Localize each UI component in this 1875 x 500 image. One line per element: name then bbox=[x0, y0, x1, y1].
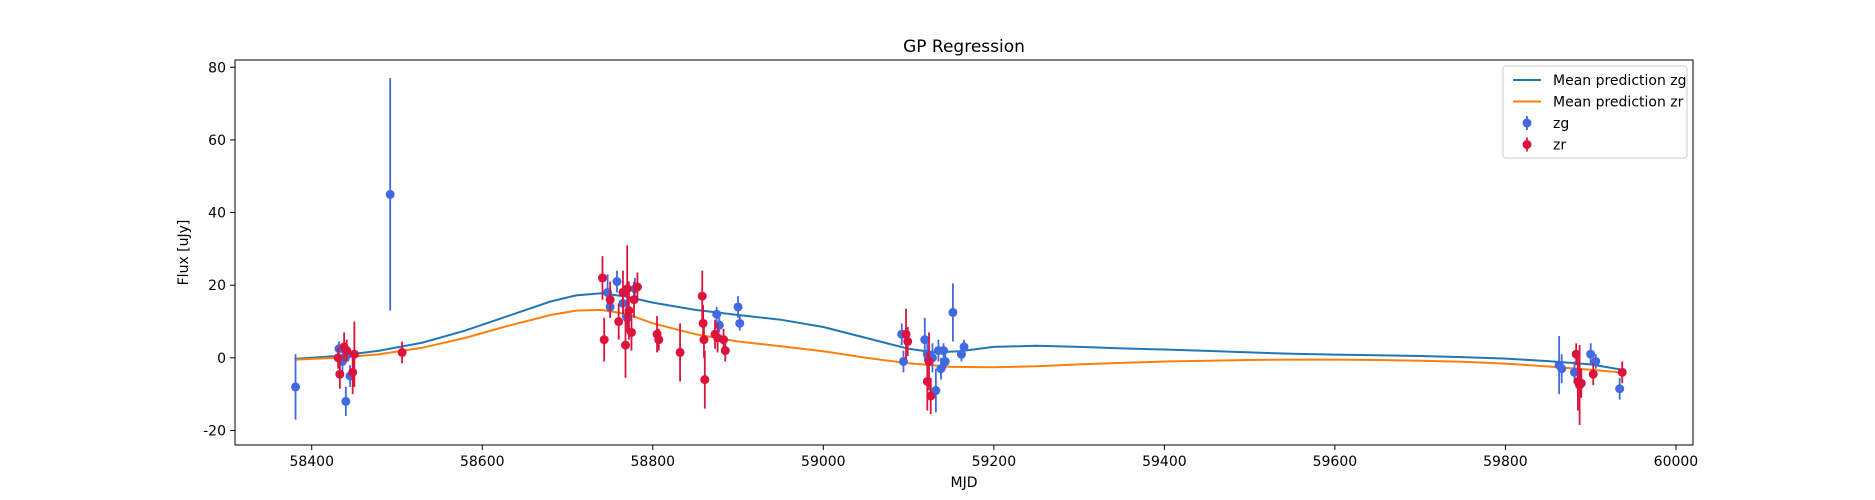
zg-point-14 bbox=[714, 320, 724, 330]
mean-prediction-line-zg bbox=[294, 292, 1621, 371]
zr-point-17 bbox=[632, 282, 642, 292]
zg-point-26 bbox=[940, 356, 950, 366]
zr-point-4 bbox=[348, 367, 358, 377]
zg-point-16 bbox=[735, 318, 745, 328]
legend-label-3: zr bbox=[1553, 138, 1566, 154]
x-tick-label-58400: 58400 bbox=[289, 454, 334, 470]
zg-point-29 bbox=[959, 342, 969, 352]
zr-point-33 bbox=[926, 391, 936, 401]
ticks-layer: 58400 58600 58800 59000 59200 59400 59600 59800… bbox=[203, 60, 1698, 470]
zr-point-1 bbox=[335, 369, 345, 379]
zg-point-15 bbox=[733, 302, 743, 312]
zr-point-5 bbox=[349, 349, 359, 359]
legend-key-2 bbox=[1522, 118, 1532, 128]
zg-point-32 bbox=[1569, 367, 1579, 377]
zr-point-23 bbox=[699, 335, 709, 345]
chart-title: GP Regression bbox=[903, 37, 1025, 57]
zg-point-19 bbox=[920, 335, 930, 345]
zg-point-0 bbox=[291, 382, 301, 392]
zg-point-13 bbox=[712, 309, 722, 319]
zr-point-3 bbox=[342, 346, 352, 356]
legend-label-0: Mean prediction zg bbox=[1553, 73, 1687, 89]
zg-point-25 bbox=[939, 346, 949, 356]
zr-point-20 bbox=[675, 347, 685, 357]
zg-point-9 bbox=[612, 277, 622, 287]
y-tick-label-20: 20 bbox=[208, 278, 226, 294]
zg-point-33 bbox=[1586, 349, 1596, 359]
zg-point-31 bbox=[1557, 364, 1567, 374]
zr-point-28 bbox=[720, 346, 730, 356]
zr-point-19 bbox=[654, 335, 664, 345]
zr-point-6 bbox=[397, 347, 407, 357]
zr-point-39 bbox=[1617, 367, 1627, 377]
zg-point-6 bbox=[385, 189, 395, 199]
zr-point-7 bbox=[597, 273, 607, 283]
zr-point-37 bbox=[1576, 378, 1586, 388]
y-tick-label-80: 80 bbox=[208, 60, 226, 76]
legend-key-3 bbox=[1522, 140, 1532, 149]
legend-label-2: zg bbox=[1553, 116, 1569, 132]
x-tick-label-59000: 59000 bbox=[801, 454, 846, 470]
zr-point-10 bbox=[614, 317, 624, 327]
zg-point-3 bbox=[341, 396, 351, 406]
legend-label-1: Mean prediction zr bbox=[1553, 95, 1684, 111]
zr-point-0 bbox=[333, 353, 343, 363]
axes-frame bbox=[234, 59, 1694, 446]
zr-point-15 bbox=[626, 327, 636, 337]
zg-point-35 bbox=[1615, 384, 1625, 394]
y-tick-label-40: 40 bbox=[208, 206, 226, 222]
zr-point-8 bbox=[599, 335, 609, 345]
legend-box bbox=[1502, 65, 1688, 159]
zr-point-12 bbox=[621, 340, 631, 350]
y-tick-label--20: -20 bbox=[203, 423, 226, 439]
y-tick-label-60: 60 bbox=[208, 133, 226, 149]
x-tick-label-59800: 59800 bbox=[1483, 454, 1528, 470]
x-axis-label: MJD bbox=[951, 475, 978, 491]
x-tick-label-59600: 59600 bbox=[1313, 454, 1358, 470]
zr-point-13 bbox=[622, 284, 632, 294]
zg-point-27 bbox=[948, 307, 958, 317]
legend: Mean prediction zg Mean prediction zr zg zr bbox=[1502, 65, 1688, 159]
plot-area bbox=[291, 78, 1627, 426]
plot-layer bbox=[291, 78, 1627, 426]
zr-point-21 bbox=[697, 291, 707, 301]
x-tick-label-60000: 60000 bbox=[1654, 454, 1699, 470]
zr-point-14 bbox=[624, 306, 634, 316]
zr-point-16 bbox=[629, 295, 639, 305]
x-tick-label-59400: 59400 bbox=[1142, 454, 1187, 470]
zr-point-30 bbox=[903, 336, 913, 346]
zr-point-9 bbox=[605, 295, 615, 305]
zr-point-32 bbox=[924, 356, 934, 366]
zr-point-38 bbox=[1588, 369, 1598, 379]
zr-point-27 bbox=[719, 335, 729, 345]
x-tick-label-58600: 58600 bbox=[460, 454, 505, 470]
y-tick-label-0: 0 bbox=[217, 351, 226, 367]
x-tick-label-59200: 59200 bbox=[972, 454, 1017, 470]
x-tick-label-58800: 58800 bbox=[631, 454, 676, 470]
zg-point-24 bbox=[936, 364, 946, 374]
zr-point-24 bbox=[700, 375, 710, 385]
y-axis-label: Flux [uJy] bbox=[176, 220, 192, 286]
